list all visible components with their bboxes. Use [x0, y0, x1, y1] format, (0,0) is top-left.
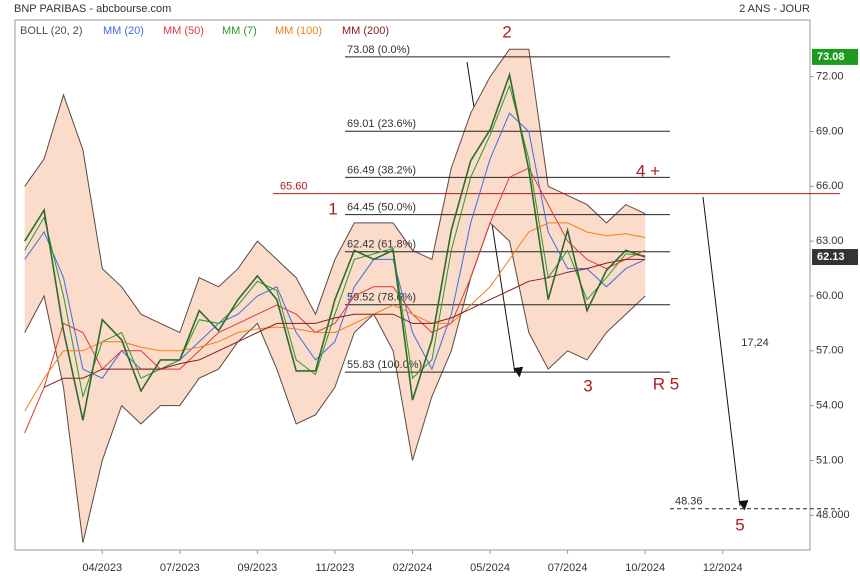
moving-average — [24, 84, 646, 399]
bollinger-lower — [24, 222, 646, 543]
y-tick-label: 66.00 — [816, 180, 844, 192]
annotation: 4 + — [636, 161, 660, 180]
annotation: 17,24 — [741, 337, 769, 349]
y-tick-label: 57.00 — [816, 345, 844, 357]
y-tick-label: 48.000 — [816, 509, 850, 521]
annotation: 5 — [735, 515, 744, 534]
target-label: 48.36 — [675, 496, 703, 508]
legend-entry: MM (100) — [275, 25, 322, 37]
legend-entry: BOLL (20, 2) — [20, 25, 83, 37]
y-tick-label: 69.00 — [816, 125, 844, 137]
annotation: R 5 — [653, 374, 679, 393]
resistance-label: 65.60 — [280, 181, 308, 193]
last-price-box — [812, 249, 858, 266]
arrow — [702, 196, 749, 511]
fib-label: 55.83 (100.0%) — [347, 359, 422, 371]
price-line — [24, 71, 646, 421]
y-tick-label: 54.00 — [816, 400, 844, 412]
moving-average — [24, 222, 646, 412]
y-tick-label: 72.00 — [816, 71, 844, 83]
legend-entry: MM (7) — [222, 25, 257, 37]
high-box — [812, 48, 858, 65]
fib-label: 64.45 (50.0%) — [347, 202, 416, 214]
fib-label: 69.01 (23.6%) — [347, 118, 416, 130]
x-tick-label: 10/2024 — [625, 562, 665, 574]
annotation: 3 — [583, 376, 592, 395]
high-label: 73.08 — [817, 51, 845, 63]
fib-label: 73.08 (0.0%) — [347, 44, 410, 56]
x-tick-label: 02/2024 — [393, 562, 433, 574]
x-tick-label: 09/2023 — [237, 562, 277, 574]
x-tick-label: 11/2023 — [315, 562, 354, 574]
y-tick-label: 63.00 — [816, 235, 844, 247]
legend-entry: MM (50) — [163, 25, 204, 37]
x-tick-label: 07/2024 — [548, 562, 588, 574]
period: 2 ANS - JOUR — [739, 3, 810, 15]
annotation: 1 — [328, 199, 337, 218]
fib-label: 66.49 (38.2%) — [347, 164, 416, 176]
legend-entry: MM (20) — [103, 25, 144, 37]
bollinger-upper — [24, 48, 646, 334]
last-price-label: 62.13 — [817, 251, 845, 263]
y-tick-label: 51.00 — [816, 454, 844, 466]
legend-entry: MM (200) — [342, 25, 389, 37]
chart-title: BNP PARIBAS - abcbourse.com — [14, 3, 171, 15]
bollinger-fill — [24, 49, 646, 543]
x-tick-label: 07/2023 — [160, 562, 200, 574]
annotation: 2 — [502, 22, 511, 41]
x-tick-label: 04/2023 — [82, 562, 122, 574]
y-tick-label: 60.00 — [816, 290, 844, 302]
x-tick-label: 12/2024 — [703, 562, 743, 574]
fib-label: 62.42 (61.8%) — [347, 239, 416, 251]
moving-average — [24, 167, 646, 434]
fib-label: 59.52 (78.6%) — [347, 292, 416, 304]
x-tick-label: 05/2024 — [470, 562, 510, 574]
